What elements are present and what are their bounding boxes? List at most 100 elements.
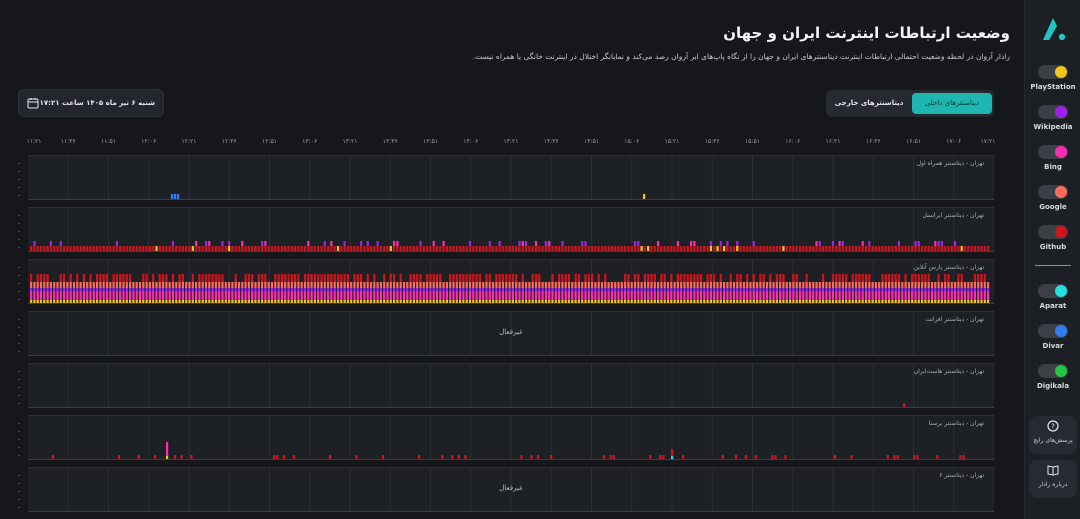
outage-bar <box>356 291 359 300</box>
outage-bar <box>122 288 125 291</box>
y-tick: • <box>18 169 21 174</box>
outage-bar <box>567 300 571 303</box>
outage-bar <box>488 274 491 282</box>
outage-bar <box>478 282 481 288</box>
outage-bar <box>591 246 594 251</box>
outage-bar <box>132 300 135 303</box>
y-tick: • <box>18 349 21 354</box>
outage-bar <box>930 300 934 303</box>
outage-bar <box>594 246 597 251</box>
outage-bar <box>673 288 676 291</box>
outage-bar <box>531 246 534 251</box>
tab-domestic[interactable]: دیتاسنترهای داخلی <box>912 93 992 114</box>
outage-bar <box>508 246 511 251</box>
outage-bar <box>109 288 112 291</box>
faq-button[interactable]: ? پرسش‌های رایج <box>1029 416 1077 454</box>
y-tick: • <box>18 421 21 426</box>
outage-bar <box>963 282 967 288</box>
legend-item-github[interactable]: Github <box>1025 225 1080 251</box>
legend-item-wikipedia[interactable]: Wikipedia <box>1025 105 1080 131</box>
outage-bar <box>937 291 940 300</box>
outage-bar <box>30 288 33 291</box>
legend-toggle[interactable] <box>1038 324 1068 338</box>
legend-toggle[interactable] <box>1038 284 1068 298</box>
outage-bar <box>950 246 953 251</box>
about-button[interactable]: درباره رادار <box>1029 460 1077 498</box>
outage-bar <box>868 274 871 282</box>
legend-toggle[interactable] <box>1038 364 1068 378</box>
outage-bar <box>690 300 693 303</box>
outage-bar <box>614 246 617 251</box>
outage-bar <box>234 282 237 288</box>
legend-item-playstation[interactable]: PlayStation <box>1025 65 1080 91</box>
outage-bar <box>980 246 983 251</box>
outage-bar <box>465 291 468 300</box>
legend-item-aparat[interactable]: Aparat <box>1025 284 1080 310</box>
legend-toggle[interactable] <box>1038 225 1068 239</box>
legend-item-divar[interactable]: Divar <box>1025 324 1080 350</box>
outage-bar <box>749 246 752 251</box>
outage-bar <box>848 291 851 300</box>
legend-toggle[interactable] <box>1038 65 1068 79</box>
outage-bar <box>247 291 250 300</box>
outage-bar <box>63 282 66 288</box>
outage-bar <box>422 300 425 303</box>
outage-bar <box>584 241 587 246</box>
outage-bar <box>683 282 686 288</box>
date-selector[interactable]: شنبه ۶ تیر ماه ۱۴۰۵ ساعت ۱۷:۲۱ <box>18 89 164 117</box>
outage-bar <box>214 282 217 288</box>
tab-foreign[interactable]: دیتاسنترهای خارجی <box>834 99 904 107</box>
outage-bar <box>739 274 742 282</box>
outage-bar <box>501 291 505 300</box>
outage-bar <box>538 300 541 303</box>
legend-item-bing[interactable]: Bing <box>1025 145 1080 171</box>
outage-bar <box>818 300 821 303</box>
outage-bar <box>690 274 693 282</box>
outage-bar <box>663 246 666 251</box>
outage-bar <box>327 288 330 291</box>
panel-label: تهران - دیتاسنتر ایرانسل <box>922 212 984 219</box>
legend-toggle[interactable] <box>1038 185 1068 199</box>
outage-bar <box>637 241 640 246</box>
outage-bar <box>353 282 356 288</box>
outage-bar <box>115 288 118 291</box>
outage-bar <box>825 300 828 303</box>
outage-bar <box>627 300 630 303</box>
outage-bar <box>630 246 633 251</box>
outage-bar <box>234 300 237 303</box>
outage-bar <box>373 291 376 300</box>
arvan-logo-icon[interactable] <box>1039 16 1067 42</box>
outage-bar <box>426 274 429 282</box>
outage-bar <box>597 291 600 300</box>
outage-bar <box>168 291 171 300</box>
outage-bar <box>119 291 122 300</box>
outage-bar <box>79 282 82 288</box>
outage-bar <box>713 274 716 282</box>
outage-bar <box>488 300 491 303</box>
legend-toggle[interactable] <box>1038 105 1068 119</box>
outage-bar <box>515 288 518 291</box>
legend-item-google[interactable]: Google <box>1025 185 1080 211</box>
outage-bar <box>775 291 778 300</box>
outage-bar <box>934 288 937 291</box>
outage-bar <box>937 282 940 288</box>
outage-bar <box>855 300 858 303</box>
legend-item-digikala[interactable]: Digikala <box>1025 364 1080 390</box>
outage-bar <box>884 282 887 288</box>
outage-bar <box>944 291 947 300</box>
time-tick: ۱۲:۳۶ <box>221 138 237 145</box>
outage-bar <box>729 246 732 251</box>
outage-bar <box>973 246 976 251</box>
time-tick: ۱۲:۲۱ <box>181 138 197 145</box>
outage-bar <box>564 282 567 288</box>
outage-bar <box>353 288 356 291</box>
outage-bar <box>736 282 739 288</box>
outage-bar <box>808 282 811 288</box>
outage-bar <box>317 246 320 251</box>
outage-bar <box>983 291 986 300</box>
outage-bar <box>680 282 683 288</box>
y-tick: • <box>18 377 21 382</box>
legend-toggle[interactable] <box>1038 145 1068 159</box>
outage-bar <box>673 282 676 288</box>
time-tick: ۱۵:۳۶ <box>704 138 720 145</box>
